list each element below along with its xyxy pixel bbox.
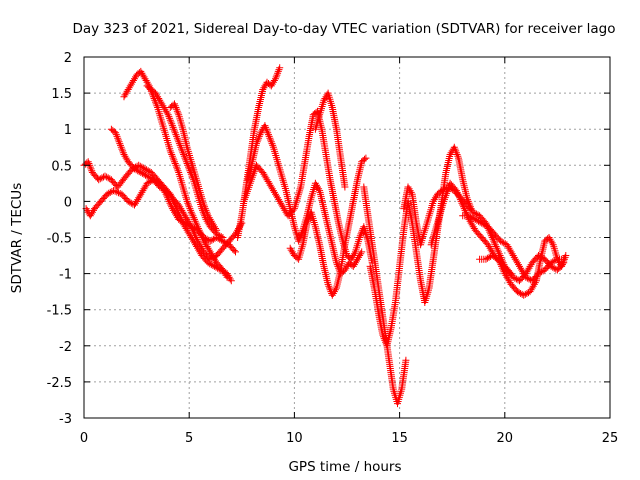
data-series <box>286 154 370 299</box>
y-tick-label: -0.5 <box>47 232 72 247</box>
data-marker-path <box>120 67 231 281</box>
data-series <box>120 67 231 281</box>
data-series <box>166 100 221 234</box>
data-series <box>427 179 568 285</box>
x-axis-title: GPS time / hours <box>288 459 401 475</box>
data-marker-path <box>311 89 349 191</box>
y-tick-label: 0 <box>64 195 72 210</box>
y-tick-label: -3 <box>59 412 72 427</box>
x-tick-label: 25 <box>602 431 619 446</box>
plot-frame <box>83 56 611 419</box>
y-tick-label: -1.5 <box>47 304 72 319</box>
data-marker-path <box>166 100 221 234</box>
x-tick-label: 5 <box>185 431 193 446</box>
data-series <box>459 212 568 285</box>
x-tick-label: 10 <box>286 431 303 446</box>
y-tick-label: -1 <box>59 268 72 283</box>
data-marker-path <box>240 107 376 267</box>
data-marker-path <box>427 179 568 285</box>
y-tick-label: 2 <box>64 51 72 66</box>
x-tick-label: 0 <box>80 431 88 446</box>
data-series <box>240 107 376 267</box>
y-axis-title: SDTVAR / TECUs <box>9 183 25 293</box>
chart-title: Day 323 of 2021, Sidereal Day-to-day VTE… <box>72 21 615 37</box>
x-tick-label: 20 <box>497 431 514 446</box>
data-marker-path <box>286 154 370 299</box>
y-tick-label: -2 <box>59 340 72 355</box>
data-series <box>311 89 349 191</box>
y-tick-label: -2.5 <box>47 376 72 391</box>
y-tick-label: 1.5 <box>51 87 72 102</box>
data-points <box>80 64 570 408</box>
axis-ticks: 0 5 10 15 20 25 -3 -2.5 -2 -1.5 -1 -0.5 0 0.5 1 1.5 2 <box>47 51 619 446</box>
y-tick-label: 0.5 <box>51 159 72 174</box>
x-tick-label: 15 <box>391 431 408 446</box>
data-marker-path <box>459 212 568 285</box>
y-tick-label: 1 <box>64 123 72 138</box>
